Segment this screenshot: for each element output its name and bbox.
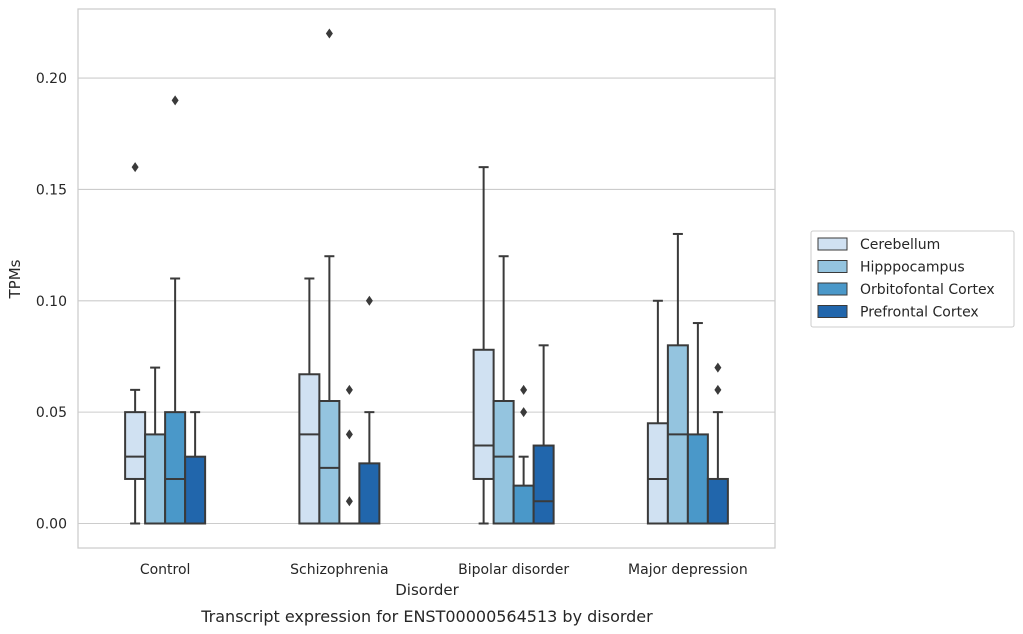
box (124, 411, 147, 480)
y-tick-label: 0.00 (36, 517, 67, 533)
outlier-point (325, 28, 333, 39)
box-2-3 (532, 344, 555, 525)
box (144, 433, 167, 525)
box-1-1 (318, 28, 341, 525)
x-tick-label: Control (140, 562, 191, 578)
chart-caption: Transcript expression for ENST0000056451… (200, 607, 653, 626)
legend-label: Cerebellum (860, 237, 940, 253)
outlier-point (131, 162, 139, 173)
y-tick-label: 0.10 (36, 294, 67, 310)
legend: Cerebellum Hipppocampus Orbitofontal Corte… (810, 230, 1015, 328)
outlier-point (345, 384, 353, 395)
box-3-2 (686, 322, 709, 525)
x-tick-labels: Control Schizophrenia Bipolar disorder Majo… (140, 562, 748, 578)
box-2-2 (512, 384, 535, 525)
y-tick-label: 0.20 (36, 71, 67, 87)
box-3-3 (706, 362, 729, 525)
y-axis-title: TPMs (6, 259, 24, 299)
box (686, 433, 709, 525)
x-axis-title: Disorder (395, 581, 459, 599)
outlier-point (171, 95, 179, 106)
box (512, 484, 535, 525)
legend-swatch (817, 260, 848, 273)
y-tick-labels: 0.00 0.05 0.10 0.15 0.20 (36, 71, 67, 532)
outlier-point (345, 429, 353, 440)
box (184, 455, 207, 525)
box-1-3 (358, 295, 381, 525)
box-1-2 (339, 384, 360, 525)
box-0-3 (184, 411, 207, 525)
legend-frame (810, 230, 1015, 328)
outlier-point (714, 384, 722, 395)
legend-swatch (817, 237, 848, 251)
box-1-0 (298, 277, 321, 525)
box-3-0 (646, 299, 669, 525)
outlier-point (365, 295, 373, 306)
legend-label: Orbitofontal Cortex (860, 282, 995, 298)
box-2-1 (492, 255, 515, 525)
box (164, 411, 187, 525)
box-0-1 (144, 366, 167, 525)
legend-swatch (817, 305, 848, 318)
outlier-point (520, 384, 528, 395)
box-0-0 (124, 162, 147, 525)
box (492, 400, 515, 525)
legend-swatch (817, 282, 848, 296)
box (706, 477, 729, 525)
plot-frame (77, 8, 776, 549)
x-tick-label: Schizophrenia (290, 562, 388, 578)
outlier-point (714, 362, 722, 373)
box-2-0 (472, 166, 495, 525)
box (358, 462, 381, 525)
box (472, 348, 495, 480)
box (318, 400, 341, 525)
outlier-point (520, 407, 528, 418)
outlier-point (345, 496, 353, 507)
box-0-2 (164, 95, 187, 525)
box (298, 373, 321, 525)
x-tick-label: Major depression (628, 562, 748, 578)
box (646, 422, 669, 525)
x-tick-label: Bipolar disorder (458, 562, 569, 578)
box-3-1 (666, 232, 689, 525)
plot-content (124, 28, 729, 525)
box (532, 444, 555, 525)
legend-label: Prefrontal Cortex (860, 305, 979, 321)
y-tick-label: 0.05 (36, 405, 67, 421)
legend-label: Hipppocampus (860, 260, 965, 276)
y-tick-label: 0.15 (36, 182, 67, 198)
